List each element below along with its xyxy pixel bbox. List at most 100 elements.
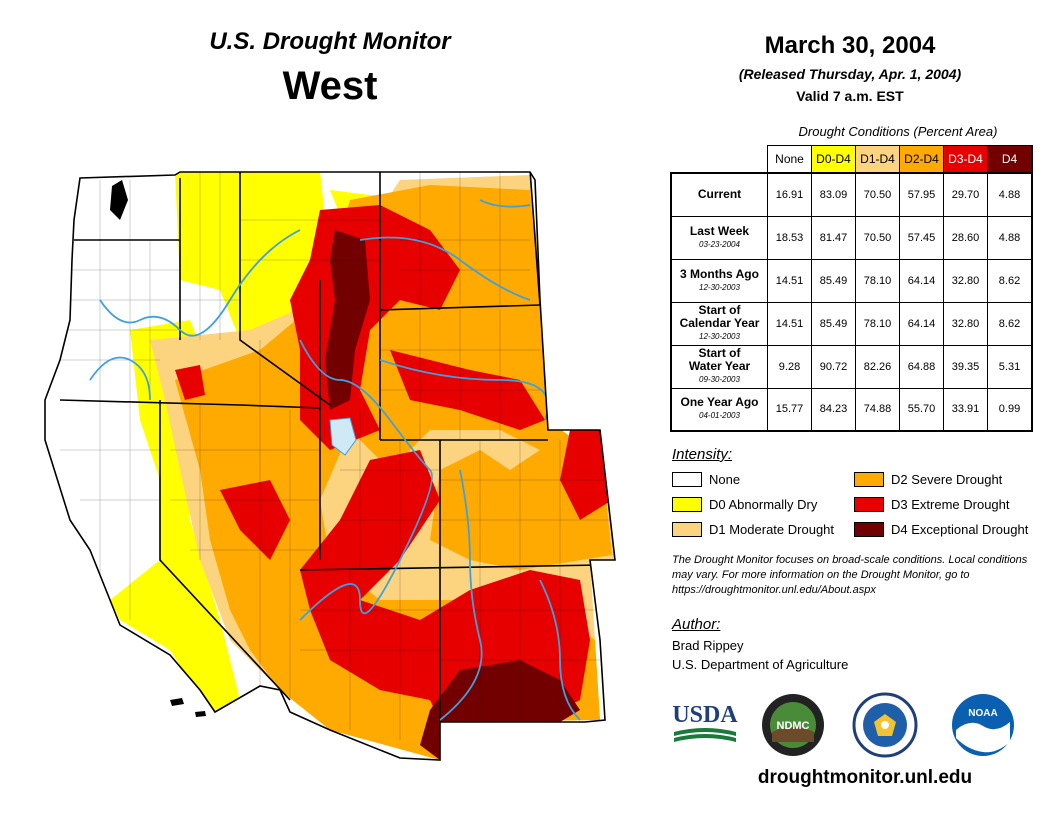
ndmc-logo-text: NDMC (777, 720, 810, 732)
column-header-d4: D4 (987, 145, 1033, 174)
usda-logo: USDA (672, 702, 738, 742)
table-cell: 14.51 (767, 301, 812, 346)
legend-label: D1 Moderate Drought (709, 521, 835, 537)
ca-channel-islands (170, 698, 206, 717)
legend-label: None (709, 471, 741, 487)
row-label-line: Last Week (689, 223, 750, 238)
table-cell: 4.88 (987, 215, 1033, 260)
legend-item: D0 Abnormally Dry (672, 495, 834, 513)
table-cell: 81.47 (811, 215, 856, 260)
d3-area-co (560, 430, 612, 520)
row-label: Last Week 03-23-2004 (670, 215, 768, 260)
map-title: U.S. Drought Monitor (209, 28, 451, 55)
table-cell: 16.91 (767, 172, 812, 217)
county-lines (60, 172, 610, 740)
table-cell: 18.53 (767, 215, 812, 260)
table-row: Current 16.91 83.09 70.50 57.95 29.70 4.88 (670, 172, 1033, 217)
table-cell: 0.99 (987, 387, 1033, 432)
ndmc-logo: NDMC (762, 694, 824, 756)
legend-label: D3 Extreme Drought (891, 496, 1010, 512)
row-label: 3 Months Ago 12-30-2003 (670, 258, 768, 303)
table-row: One Year Ago 04-01-2003 15.77 84.23 74.88 55.… (670, 387, 1033, 432)
table-cell: 32.80 (943, 258, 988, 303)
table-cell: 14.51 (767, 258, 812, 303)
column-header-d0-d4: D0-D4 (811, 145, 856, 174)
table-cell: 85.49 (811, 258, 856, 303)
legend-swatch (854, 496, 884, 512)
legend-column-left: None D0 Abnormally Dry D1 Moderate Drought (672, 470, 834, 545)
table-cell: 82.26 (855, 344, 900, 389)
map-land (45, 172, 615, 760)
row-label-line: Water Year (688, 359, 751, 373)
column-header-d1-d4: D1-D4 (855, 145, 900, 174)
table-cell: 8.62 (987, 258, 1033, 303)
release-date: (Released Thursday, Apr. 1, 2004) (738, 66, 962, 82)
table-cell: 64.14 (899, 258, 944, 303)
table-cell: 9.28 (767, 344, 812, 389)
table-cell: 78.10 (855, 301, 900, 346)
legend-title: Intensity: (672, 446, 733, 463)
row-label-line: Start of (698, 346, 741, 360)
website-link[interactable]: droughtmonitor.unl.edu (757, 767, 973, 788)
legend-item: D4 Exceptional Drought (854, 520, 1028, 538)
table-cell: 83.09 (811, 172, 856, 217)
valid-time: Valid 7 a.m. EST (796, 88, 904, 104)
region-title: West (282, 64, 378, 108)
d3-area-wy (390, 350, 545, 430)
puget-islands (110, 180, 128, 220)
table-cell: 5.31 (987, 344, 1033, 389)
drought-map (44, 171, 616, 761)
author-organization: U.S. Department of Agriculture (672, 657, 849, 672)
row-label: One Year Ago 04-01-2003 (670, 387, 768, 432)
row-label: Start of Calendar Year 12-30-2003 (670, 301, 768, 346)
table-cell: 85.49 (811, 301, 856, 346)
legend-item: D2 Severe Drought (854, 470, 1028, 488)
table-cell: 15.77 (767, 387, 812, 432)
d3-area-nv (220, 480, 290, 560)
table-cell: 57.95 (899, 172, 944, 217)
column-header-none: None (767, 145, 812, 174)
row-label-line: Calendar Year (679, 316, 760, 330)
legend-swatch (672, 471, 702, 487)
table-caption: Drought Conditions (Percent Area) (798, 124, 998, 139)
legend-label: D4 Exceptional Drought (891, 521, 1029, 537)
author-heading: Author: (672, 616, 721, 633)
table-cell: 57.45 (899, 215, 944, 260)
noaa-logo: NOAA (952, 694, 1014, 756)
table-cell: 4.88 (987, 172, 1033, 217)
d4-area-south (420, 660, 580, 760)
table-corner (671, 145, 768, 174)
table-cell: 32.80 (943, 301, 988, 346)
table-row: 3 Months Ago 12-30-2003 14.51 85.49 78.10 64.… (670, 258, 1033, 303)
table-header-row: None D0-D4 D1-D4 D2-D4 D3-D4 D4 (671, 145, 1033, 174)
row-label: Current (670, 172, 768, 217)
legend-swatch (672, 521, 702, 537)
legend-swatch (672, 496, 702, 512)
author-name: Brad Rippey (672, 638, 744, 653)
table-cell: 84.23 (811, 387, 856, 432)
table-row: Start of Calendar Year 12-30-2003 14.51 85.4… (670, 301, 1033, 346)
region-outline (44, 171, 616, 761)
row-label: Start of Water Year 09-30-2003 (670, 344, 768, 389)
noaa-logo-text: NOAA (968, 708, 997, 719)
doc-seal-icon (852, 692, 918, 758)
row-date: 09-30-2003 (699, 375, 740, 384)
table-cell: 55.70 (899, 387, 944, 432)
table-cell: 33.91 (943, 387, 988, 432)
table-row: Last Week 03-23-2004 18.53 81.47 70.50 57.45 2… (670, 215, 1033, 260)
table-cell: 64.88 (899, 344, 944, 389)
table-cell: 74.88 (855, 387, 900, 432)
row-label-line: One Year Ago (680, 395, 759, 410)
table-cell: 39.35 (943, 344, 988, 389)
row-date: 04-01-2003 (699, 411, 740, 421)
legend-item: None (672, 470, 834, 488)
legend-swatch (854, 521, 884, 537)
d0-area-west (110, 320, 240, 712)
table-row: Start of Water Year 09-30-2003 9.28 90.72 82.… (670, 344, 1033, 389)
map-date: March 30, 2004 (764, 32, 936, 59)
row-label-line: Start of (698, 303, 741, 317)
great-salt-lake (329, 417, 357, 456)
legend-item: D3 Extreme Drought (854, 495, 1028, 513)
d4-area-north (325, 230, 370, 410)
row-date: 12-30-2003 (699, 282, 740, 292)
